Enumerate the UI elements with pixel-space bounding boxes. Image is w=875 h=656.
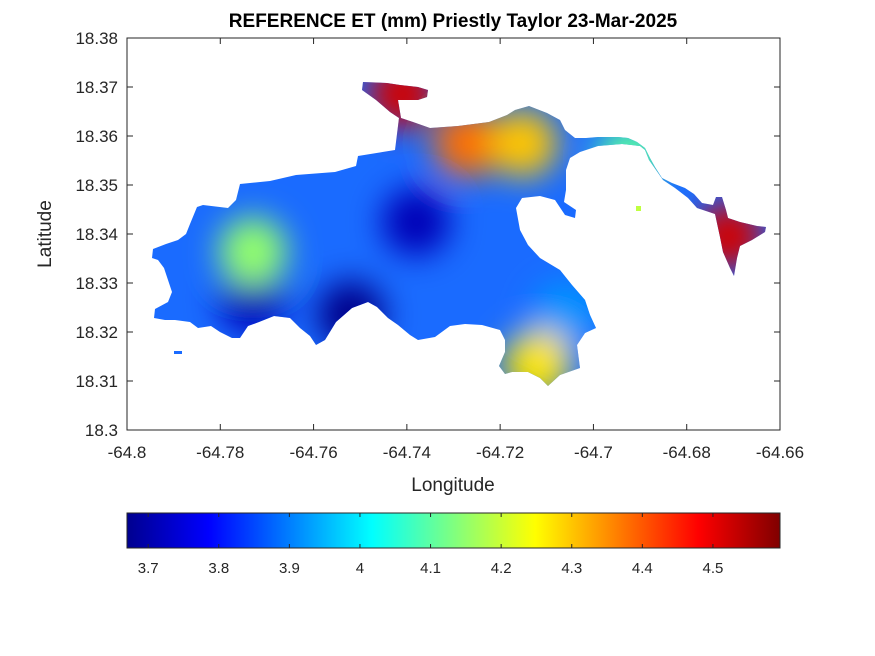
x-axis-label: Longitude (411, 475, 494, 496)
islet-southwest (174, 351, 182, 354)
x-tick-label: -64.78 (196, 443, 244, 462)
colorbar (126, 512, 781, 549)
colorbar-tick-label: 3.8 (208, 560, 229, 577)
x-tick-label: -64.66 (756, 443, 804, 462)
y-tick-label: 18.37 (75, 78, 118, 97)
y-tick-label: 18.32 (75, 323, 118, 342)
y-axis-label: Latitude (35, 200, 56, 268)
x-tick-label: -64.76 (289, 443, 337, 462)
x-axis-ticks: -64.8 -64.78 -64.76 -64.74 -64.72 -64.7 -64.68… (108, 38, 804, 462)
x-tick-label: -64.72 (476, 443, 524, 462)
colorbar-tick-label: 4.5 (703, 560, 724, 577)
x-tick-label: -64.8 (108, 443, 147, 462)
y-tick-label: 18.36 (75, 127, 118, 146)
islet-east (636, 206, 641, 211)
y-axis-ticks: 18.3 18.31 18.32 18.33 18.34 18.35 18.36 18.37 1… (75, 29, 780, 440)
colorbar-tick-label: 3.7 (138, 560, 159, 577)
value-region-2 (382, 187, 451, 256)
y-tick-label: 18.38 (75, 29, 118, 48)
colorbar-tick-label: 3.9 (279, 560, 300, 577)
colorbar-ticks: 3.7 3.8 3.9 4 4.1 4.2 4.3 4.4 4.5 (138, 513, 724, 577)
x-tick-label: -64.7 (574, 443, 613, 462)
value-region-0 (218, 266, 287, 335)
y-tick-label: 18.34 (75, 225, 118, 244)
x-tick-label: -64.74 (383, 443, 431, 462)
value-region-8 (489, 109, 558, 178)
chart-title: REFERENCE ET (mm) Priestly Taylor 23-Mar… (229, 11, 678, 32)
y-tick-label: 18.33 (75, 274, 118, 293)
y-tick-label: 18.31 (75, 372, 118, 391)
y-tick-label: 18.3 (85, 421, 118, 440)
colorbar-tick-label: 4 (356, 560, 364, 577)
colorbar-tick-label: 4.4 (632, 560, 653, 577)
colorbar-tick-label: 4.2 (491, 560, 512, 577)
value-region-3 (218, 217, 287, 286)
x-tick-label: -64.68 (663, 443, 711, 462)
colorbar-tick-label: 4.1 (420, 560, 441, 577)
y-tick-label: 18.35 (75, 176, 118, 195)
colorbar-tick-label: 4.3 (561, 560, 582, 577)
